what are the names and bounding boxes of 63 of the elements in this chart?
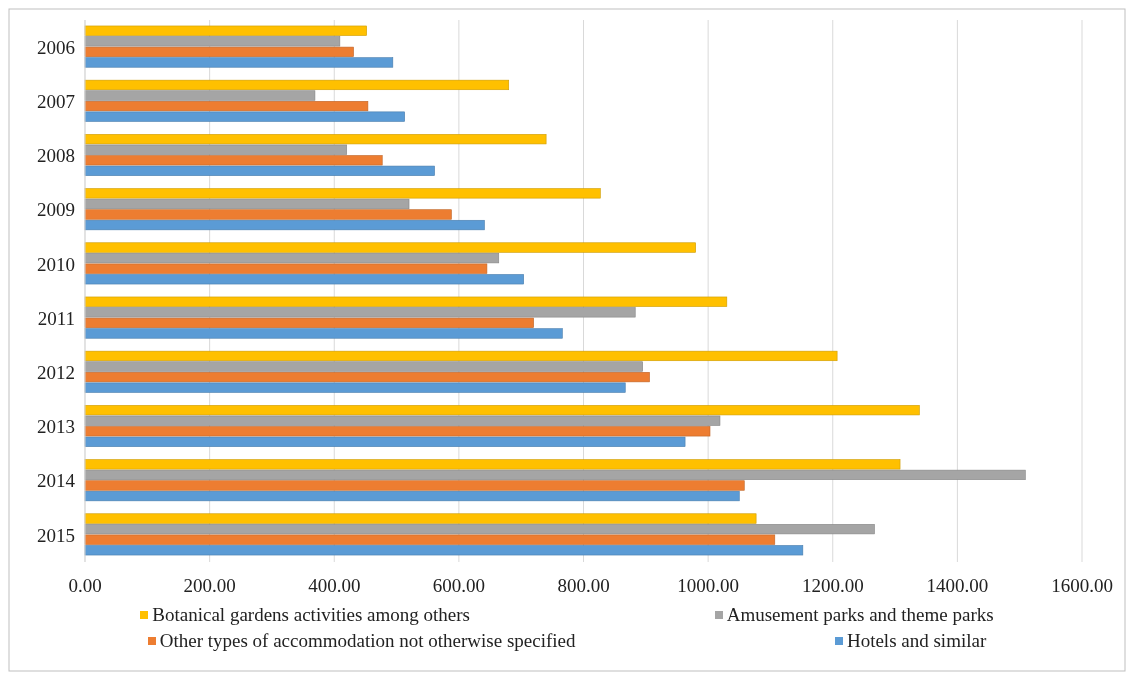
x-tick-label: 1200.00 [801, 575, 864, 596]
bar [84, 296, 728, 307]
legend-label: Other types of accommodation not otherwise specified [158, 630, 576, 652]
x-tick-label: 200.00 [183, 575, 236, 596]
x-tick-label: 1000.00 [677, 575, 739, 596]
bar [84, 101, 369, 112]
bar [84, 328, 563, 339]
x-tick-label: 1400.00 [926, 575, 989, 596]
y-tick-label: 2006 [37, 36, 75, 58]
bar [84, 46, 354, 57]
bar [84, 79, 510, 91]
y-tick-label: 2008 [37, 145, 75, 167]
bar [84, 57, 394, 68]
bar [84, 350, 838, 362]
y-tick-label: 2007 [37, 90, 75, 112]
x-tick-label: 1600.00 [1051, 575, 1113, 596]
bar [84, 198, 410, 209]
bar [84, 480, 745, 491]
y-tick-label: 2010 [37, 253, 75, 275]
bar [84, 459, 901, 470]
bar [84, 469, 1026, 480]
bar [84, 372, 650, 383]
bar [84, 209, 452, 220]
bar [84, 524, 875, 535]
x-tick-label: 400.00 [308, 575, 361, 596]
legend-label: Botanical gardens activities among others [151, 604, 470, 626]
y-tick-label: 2013 [37, 416, 75, 438]
bar [84, 426, 711, 437]
bar [84, 490, 740, 502]
bar [84, 405, 920, 416]
bar [84, 165, 435, 176]
y-tick-label: 2015 [37, 524, 75, 546]
y-tick-label: 2014 [37, 470, 76, 492]
bar [84, 155, 383, 166]
bar [84, 263, 488, 274]
bar [84, 253, 500, 264]
x-tick-label: 600.00 [432, 575, 485, 596]
bar [84, 415, 721, 426]
bar [84, 545, 804, 556]
bar [84, 219, 485, 231]
bar [84, 274, 524, 285]
bar [84, 513, 757, 524]
bar [84, 134, 547, 145]
bar [84, 436, 686, 447]
bar [84, 90, 316, 101]
bar [84, 382, 626, 393]
y-tick-label: 2011 [37, 307, 75, 329]
bar [84, 188, 601, 199]
bar [84, 534, 776, 545]
bar [84, 307, 636, 318]
bar [84, 111, 405, 122]
bar [84, 317, 534, 328]
x-tick-label: 0.00 [68, 575, 102, 596]
x-tick-label: 800.00 [557, 575, 610, 596]
y-tick-label: 2009 [37, 199, 75, 221]
bar [84, 25, 367, 36]
legend-label: Amusement parks and theme parks [725, 604, 994, 626]
bar [84, 144, 348, 155]
bar [84, 36, 341, 47]
bar [84, 361, 643, 372]
bar [84, 242, 696, 253]
legend-label: Hotels and similar [845, 630, 987, 652]
y-tick-label: 2012 [37, 361, 75, 383]
